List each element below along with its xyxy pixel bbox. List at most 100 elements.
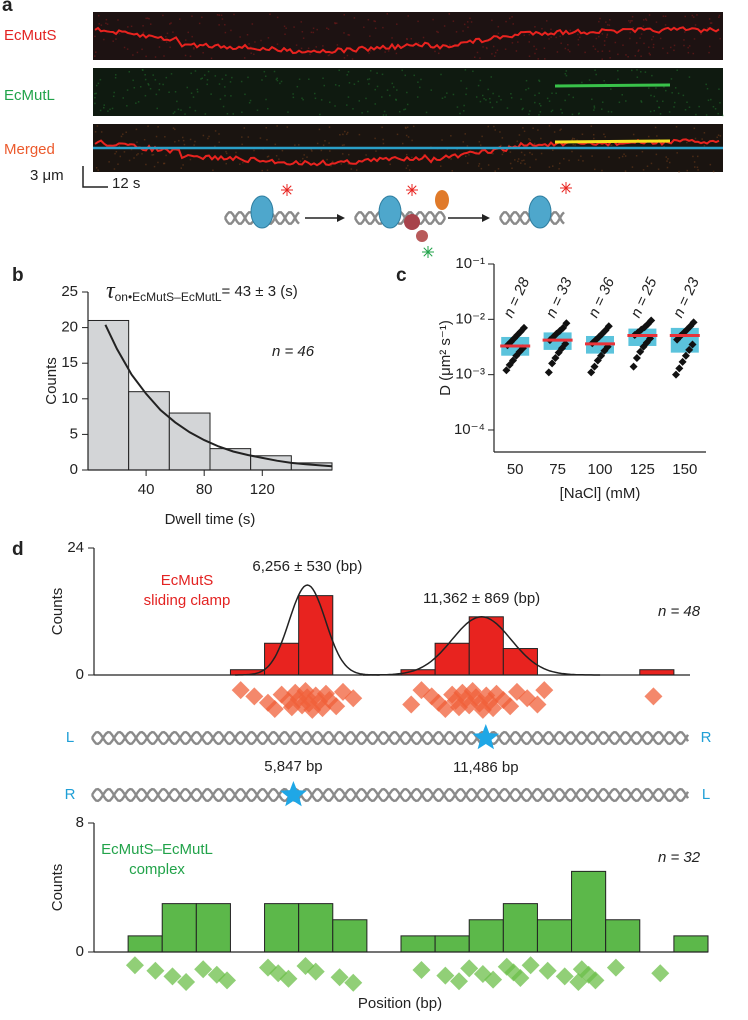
noise [142, 31, 145, 34]
noise [386, 89, 389, 91]
data-point [590, 362, 599, 371]
noise [662, 100, 664, 103]
noise [598, 20, 600, 23]
noise [523, 130, 526, 133]
noise [411, 139, 413, 142]
noise [385, 114, 387, 116]
fit-curve [235, 584, 380, 676]
noise [322, 45, 324, 47]
noise [628, 20, 630, 22]
noise [444, 96, 446, 98]
noise [407, 136, 410, 138]
noise [601, 108, 603, 110]
position-marker [555, 967, 574, 986]
noise [572, 96, 575, 99]
noise [707, 27, 709, 29]
noise [120, 135, 123, 138]
noise [387, 50, 390, 52]
noise [717, 112, 719, 115]
noise [644, 18, 647, 20]
noise [683, 44, 685, 47]
fit-label: 6,256 ± 530 (bp) [252, 558, 362, 575]
kymo-frame [93, 68, 723, 116]
noise [206, 83, 208, 86]
noise [180, 109, 182, 111]
noise [511, 167, 513, 170]
noise [317, 50, 319, 52]
bar [400, 935, 436, 953]
data-point [520, 323, 528, 332]
noise [316, 28, 318, 31]
noise [218, 141, 220, 144]
noise [674, 101, 676, 104]
noise [636, 69, 638, 71]
noise [328, 126, 331, 128]
position-marker [535, 681, 554, 700]
noise [347, 96, 350, 98]
noise [581, 81, 583, 84]
noise [231, 76, 233, 79]
noise [534, 52, 536, 55]
noise [406, 103, 409, 106]
noise [374, 88, 376, 91]
noise [220, 14, 223, 16]
noise [180, 167, 183, 169]
noise [276, 43, 279, 45]
site-label: 5,847 bp [264, 758, 322, 775]
noise [102, 106, 105, 109]
noise [343, 144, 345, 146]
noise [248, 43, 250, 45]
noise [114, 76, 117, 79]
noise [550, 36, 552, 38]
noise [145, 17, 147, 20]
noise [218, 24, 220, 26]
noise [497, 32, 500, 35]
site-label: 11,486 bp [453, 759, 519, 776]
noise [207, 70, 210, 73]
noise [667, 158, 669, 160]
noise [165, 76, 168, 79]
mutS-clamp [528, 195, 552, 229]
noise [148, 17, 150, 20]
noise [99, 78, 102, 81]
noise [404, 126, 407, 129]
position-marker [501, 697, 520, 716]
noise [329, 150, 331, 152]
noise [694, 24, 697, 26]
noise [559, 129, 561, 132]
noise [571, 139, 573, 141]
noise [563, 158, 565, 160]
data-point [544, 368, 553, 377]
panel-label: d [12, 539, 24, 560]
noise [350, 168, 353, 170]
tau-value: = 43 ± 3 (s) [222, 283, 298, 300]
kymo-frame [93, 12, 723, 60]
noise [95, 51, 97, 53]
noise [652, 46, 655, 49]
noise [423, 154, 425, 156]
noise [603, 133, 605, 136]
noise [158, 46, 161, 48]
x-axis-label: Position (bp) [358, 995, 442, 1012]
noise [531, 153, 533, 156]
noise [204, 74, 206, 76]
tau-symbol: τ [106, 278, 116, 304]
noise [422, 36, 425, 39]
noise [163, 162, 165, 165]
noise [301, 31, 304, 33]
noise [505, 20, 507, 23]
noise [718, 16, 720, 18]
noise [520, 151, 523, 154]
noise [641, 150, 644, 153]
noise [609, 57, 611, 59]
position-marker [436, 700, 455, 718]
noise [465, 93, 467, 96]
fit-curve [363, 616, 601, 676]
noise [560, 108, 562, 111]
noise [508, 17, 511, 20]
noise [593, 107, 596, 109]
y-tick-label: 15 [61, 354, 78, 371]
noise [406, 37, 408, 40]
noise [559, 162, 561, 165]
noise [293, 26, 295, 28]
